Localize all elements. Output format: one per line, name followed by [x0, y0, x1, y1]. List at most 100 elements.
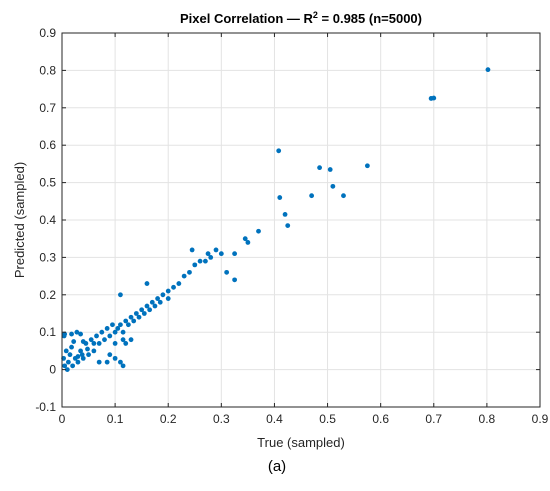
scatter-point — [160, 292, 166, 298]
scatter-point — [218, 251, 224, 257]
scatter-point — [232, 251, 238, 257]
scatter-point — [131, 318, 137, 324]
title-prefix: Pixel Correlation — R — [180, 11, 314, 26]
scatter-point — [96, 341, 102, 346]
scatter-point — [157, 299, 163, 305]
scatter-point — [118, 322, 123, 328]
scatter-point — [155, 296, 161, 301]
scatter-point — [123, 318, 129, 324]
scatter-point — [203, 258, 208, 264]
scatter-point — [62, 363, 68, 369]
scatter-point — [102, 337, 107, 343]
scatter-point — [115, 326, 121, 331]
scatter-point — [171, 284, 176, 290]
scatter-point — [341, 193, 346, 199]
scatter-point — [149, 299, 155, 305]
scatter-point — [128, 314, 134, 320]
scatter-point — [80, 355, 86, 361]
scatter-point — [107, 352, 113, 358]
scatter-point — [364, 163, 370, 169]
x-tick-label: 0.3 — [213, 412, 230, 426]
scatter-point — [282, 211, 288, 217]
scatter-point — [128, 337, 134, 343]
scatter-point — [64, 367, 70, 372]
scatter-point — [112, 355, 118, 361]
scatter-point — [144, 281, 150, 286]
scatter-point — [242, 236, 248, 242]
scatter-point — [136, 314, 142, 320]
scatter-point — [224, 269, 230, 275]
title-superscript: 2 — [313, 10, 318, 20]
scatter-point — [71, 339, 77, 344]
x-axis-label: True (sampled) — [257, 435, 345, 450]
scatter-point — [120, 337, 126, 343]
x-tick-labels: 0 0.1 0.2 0.3 0.4 0.5 0.6 0.7 0.8 0.9 — [59, 412, 549, 426]
x-tick-label: 0.8 — [479, 412, 496, 426]
scatter-point — [317, 165, 322, 171]
scatter-point — [309, 193, 315, 199]
data-points — [61, 67, 491, 372]
y-axis-label: Predicted (sampled) — [12, 162, 27, 278]
scatter-point — [123, 341, 129, 346]
scatter-point — [74, 329, 80, 335]
scatter-point — [120, 329, 126, 335]
x-tick-label: 0.6 — [372, 412, 389, 426]
scatter-point — [165, 296, 171, 301]
axis-ticks — [61, 32, 541, 408]
scatter-point — [176, 281, 182, 286]
scatter-point — [75, 359, 81, 365]
scatter-point — [80, 339, 86, 344]
scatter-point — [78, 331, 83, 337]
y-tick-label: 0.5 — [39, 176, 56, 190]
scatter-point — [75, 354, 81, 359]
scatter-point — [69, 344, 74, 350]
scatter-point — [189, 247, 195, 253]
y-tick-label: 0 — [49, 363, 56, 377]
scatter-point — [118, 359, 123, 365]
scatter-point — [107, 333, 113, 339]
scatter-point — [125, 322, 131, 328]
figure-caption: (a) — [268, 458, 286, 475]
scatter-point — [96, 359, 102, 365]
scatter-point — [78, 348, 83, 354]
y-tick-label: 0.6 — [39, 138, 56, 152]
scatter-point — [192, 262, 198, 268]
scatter-point — [69, 331, 74, 337]
scatter-point — [245, 240, 251, 245]
scatter-point — [67, 352, 73, 358]
scatter-point — [133, 311, 139, 316]
scatter-point — [256, 228, 261, 234]
scatter-point — [232, 277, 238, 283]
y-tick-label: 0.9 — [39, 26, 56, 40]
scatter-point — [94, 333, 99, 339]
x-tick-label: 0.4 — [266, 412, 283, 426]
scatter-point — [205, 251, 211, 257]
scatter-point — [104, 326, 110, 331]
title-suffix: = 0.985 (n=5000) — [318, 11, 422, 26]
scatter-point — [62, 331, 68, 337]
scatter-point — [86, 352, 91, 358]
scatter-point — [141, 311, 147, 316]
x-tick-label: 0.7 — [425, 412, 442, 426]
scatter-point — [277, 195, 283, 200]
scatter-point — [213, 247, 219, 253]
scatter-point — [330, 183, 336, 189]
scatter-point — [91, 341, 97, 346]
scatter-point — [112, 341, 118, 346]
scatter-point — [139, 307, 145, 313]
scatter-point — [165, 288, 171, 294]
scatter-point — [85, 346, 90, 352]
scatter-point — [181, 273, 187, 279]
scatter-point — [197, 258, 203, 264]
y-tick-label: 0.7 — [39, 101, 56, 115]
scatter-point — [285, 223, 291, 229]
x-tick-label: 0.9 — [532, 412, 549, 426]
scatter-point — [147, 307, 153, 313]
scatter-point — [485, 67, 491, 73]
y-tick-label: 0.4 — [39, 213, 56, 227]
x-tick-label: 0.1 — [107, 412, 124, 426]
scatter-point — [70, 363, 76, 369]
y-tick-label: 0.1 — [39, 325, 56, 339]
scatter-point — [144, 303, 150, 309]
scatter-point — [120, 363, 126, 369]
